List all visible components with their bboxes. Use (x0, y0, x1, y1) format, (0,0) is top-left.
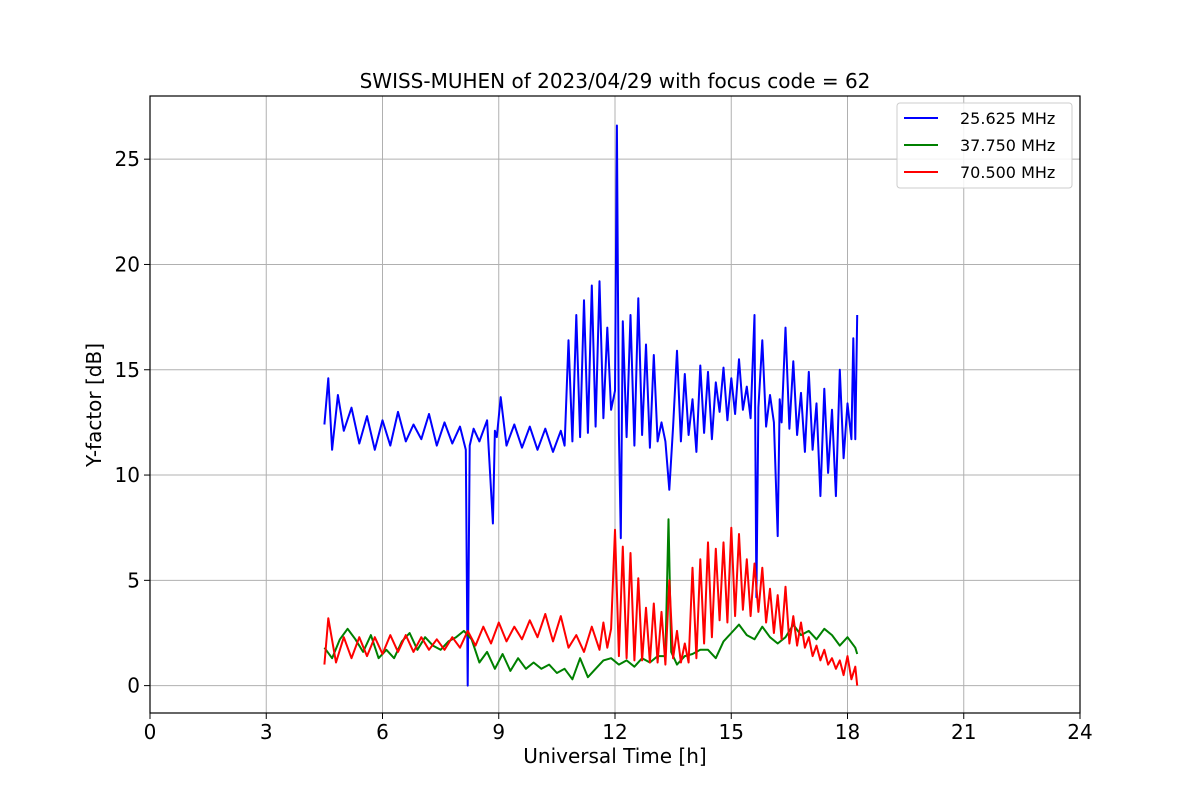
y-tick-label: 0 (127, 674, 140, 698)
y-tick-label: 25 (115, 147, 140, 171)
x-tick-label: 12 (602, 720, 627, 744)
series-lines (323, 124, 859, 687)
x-axis-label: Universal Time [h] (523, 744, 706, 768)
legend: 25.625 MHz 37.750 MHz 70.500 MHz (896, 102, 1073, 189)
y-tick-label: 20 (115, 252, 140, 276)
series-line-3 (323, 526, 859, 686)
x-tick-label: 3 (260, 720, 273, 744)
axis-ticks: 0 3 6 9 12 15 18 21 24 0 5 10 15 20 25 (115, 147, 1093, 744)
legend-box (896, 102, 1073, 189)
legend-label: 70.500 MHz (960, 163, 1055, 182)
y-tick-label: 10 (115, 463, 140, 487)
series-line-1 (323, 124, 859, 687)
x-tick-label: 6 (376, 720, 389, 744)
chart-title: SWISS-MUHEN of 2023/04/29 with focus cod… (360, 69, 871, 93)
x-tick-label: 24 (1067, 720, 1092, 744)
x-tick-label: 18 (835, 720, 860, 744)
x-tick-label: 21 (951, 720, 976, 744)
grid (149, 96, 1081, 713)
y-tick-label: 15 (115, 358, 140, 382)
y-tick-label: 5 (127, 568, 140, 592)
x-tick-label: 15 (719, 720, 744, 744)
x-tick-label: 0 (144, 720, 157, 744)
legend-label: 37.750 MHz (960, 136, 1055, 155)
x-tick-label: 9 (492, 720, 505, 744)
y-axis-label: Y-factor [dB] (82, 343, 106, 468)
legend-label: 25.625 MHz (960, 109, 1055, 128)
